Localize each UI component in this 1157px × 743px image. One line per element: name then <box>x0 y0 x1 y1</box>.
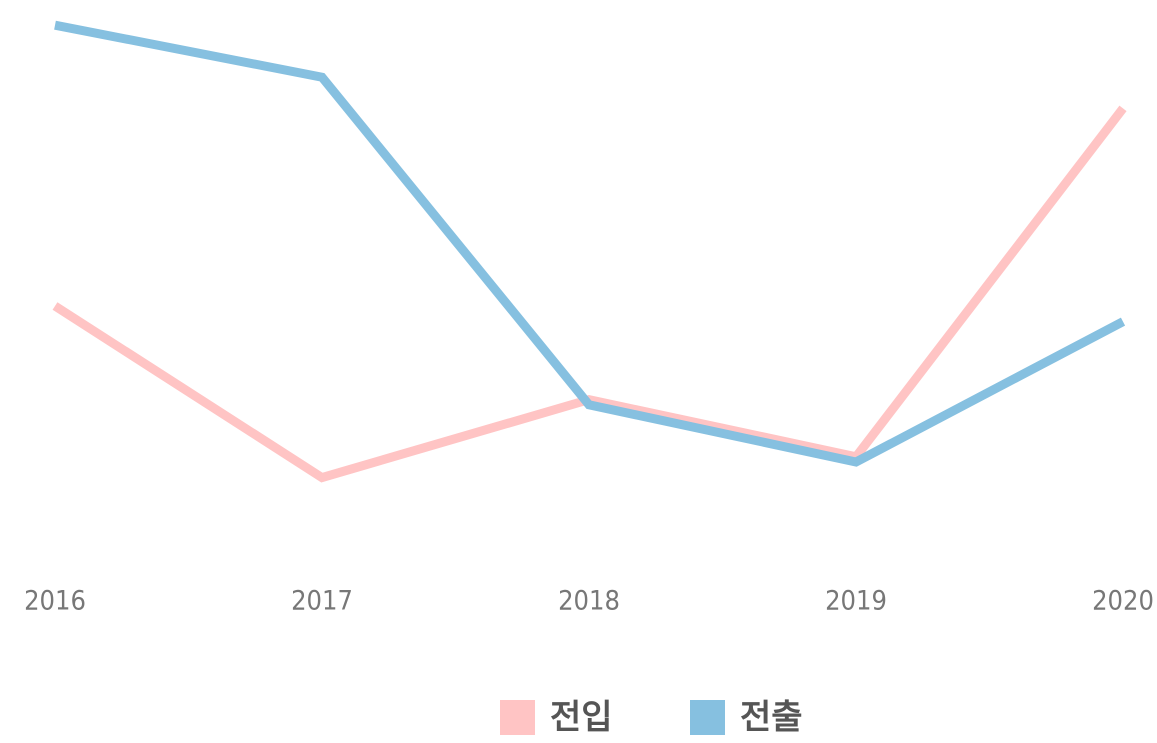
x-tick-label: 2018 <box>558 586 620 617</box>
line-series <box>52 105 1127 483</box>
legend-label: 전출 <box>740 698 803 738</box>
x-tick-label: 2016 <box>24 586 86 617</box>
line-series <box>54 20 1126 467</box>
legend-label: 전입 <box>550 698 613 738</box>
legend-swatch <box>690 700 725 735</box>
x-tick-label: 2020 <box>1092 586 1154 617</box>
legend-swatch <box>500 700 535 735</box>
x-tick-label: 2017 <box>291 586 353 617</box>
x-tick-label: 2019 <box>825 586 887 617</box>
